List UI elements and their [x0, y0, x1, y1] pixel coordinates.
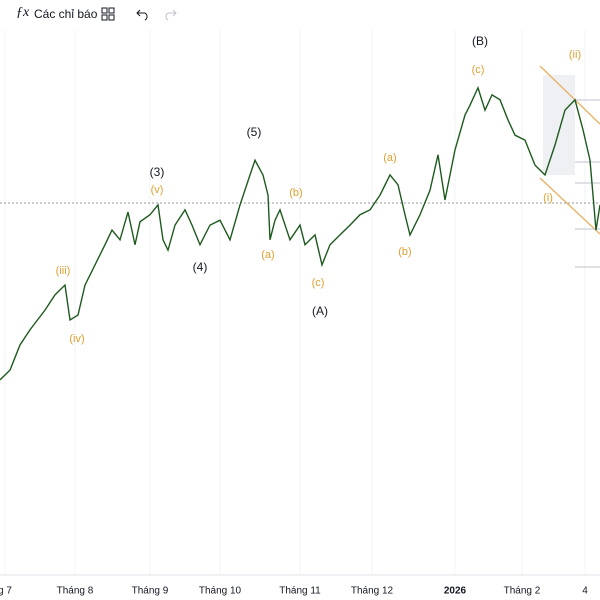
indicators-button[interactable]: Các chỉ báo — [34, 7, 98, 21]
wave-label: (i) — [543, 192, 553, 204]
x-tick-label: Tháng 10 — [199, 586, 242, 597]
wave-label: (4) — [193, 260, 208, 274]
x-tick-label: g 7 — [0, 586, 12, 597]
range-box — [543, 75, 575, 175]
channel-line — [539, 177, 600, 235]
wave-label: (b) — [289, 187, 302, 199]
wave-label: (c) — [312, 277, 325, 289]
x-tick-label: Tháng 12 — [351, 586, 394, 597]
wave-label: (v) — [151, 184, 164, 196]
fx-icon[interactable]: ƒx — [16, 5, 30, 20]
x-tick-label: 4 — [582, 586, 588, 597]
undo-icon[interactable] — [136, 7, 150, 21]
wave-label: (a) — [383, 152, 396, 164]
wave-label: (A) — [312, 304, 328, 318]
wave-label: (iv) — [69, 333, 84, 345]
layout-icon[interactable] — [101, 7, 115, 21]
wave-label: (ii) — [569, 49, 581, 61]
price-line-series — [0, 85, 600, 381]
wave-label: (3) — [150, 165, 165, 179]
wave-label: (iii) — [56, 265, 71, 277]
x-tick-label: Tháng 11 — [279, 586, 321, 597]
wave-label: (a) — [261, 249, 274, 261]
channel-line — [539, 65, 600, 125]
redo-icon[interactable] — [163, 7, 177, 21]
wave-label: (b) — [398, 246, 411, 258]
levels — [575, 99, 600, 268]
x-tick-label: Tháng 2 — [504, 586, 541, 597]
wave-label: (B) — [472, 34, 488, 48]
x-tick-label: 2026 — [444, 586, 467, 597]
wave-label: (5) — [247, 125, 262, 139]
x-tick-label: Tháng 9 — [132, 586, 169, 597]
x-tick-label: Tháng 8 — [57, 586, 94, 597]
wave-label: (c) — [472, 64, 485, 76]
toolbar: ƒx Các chỉ báo — [0, 0, 600, 28]
